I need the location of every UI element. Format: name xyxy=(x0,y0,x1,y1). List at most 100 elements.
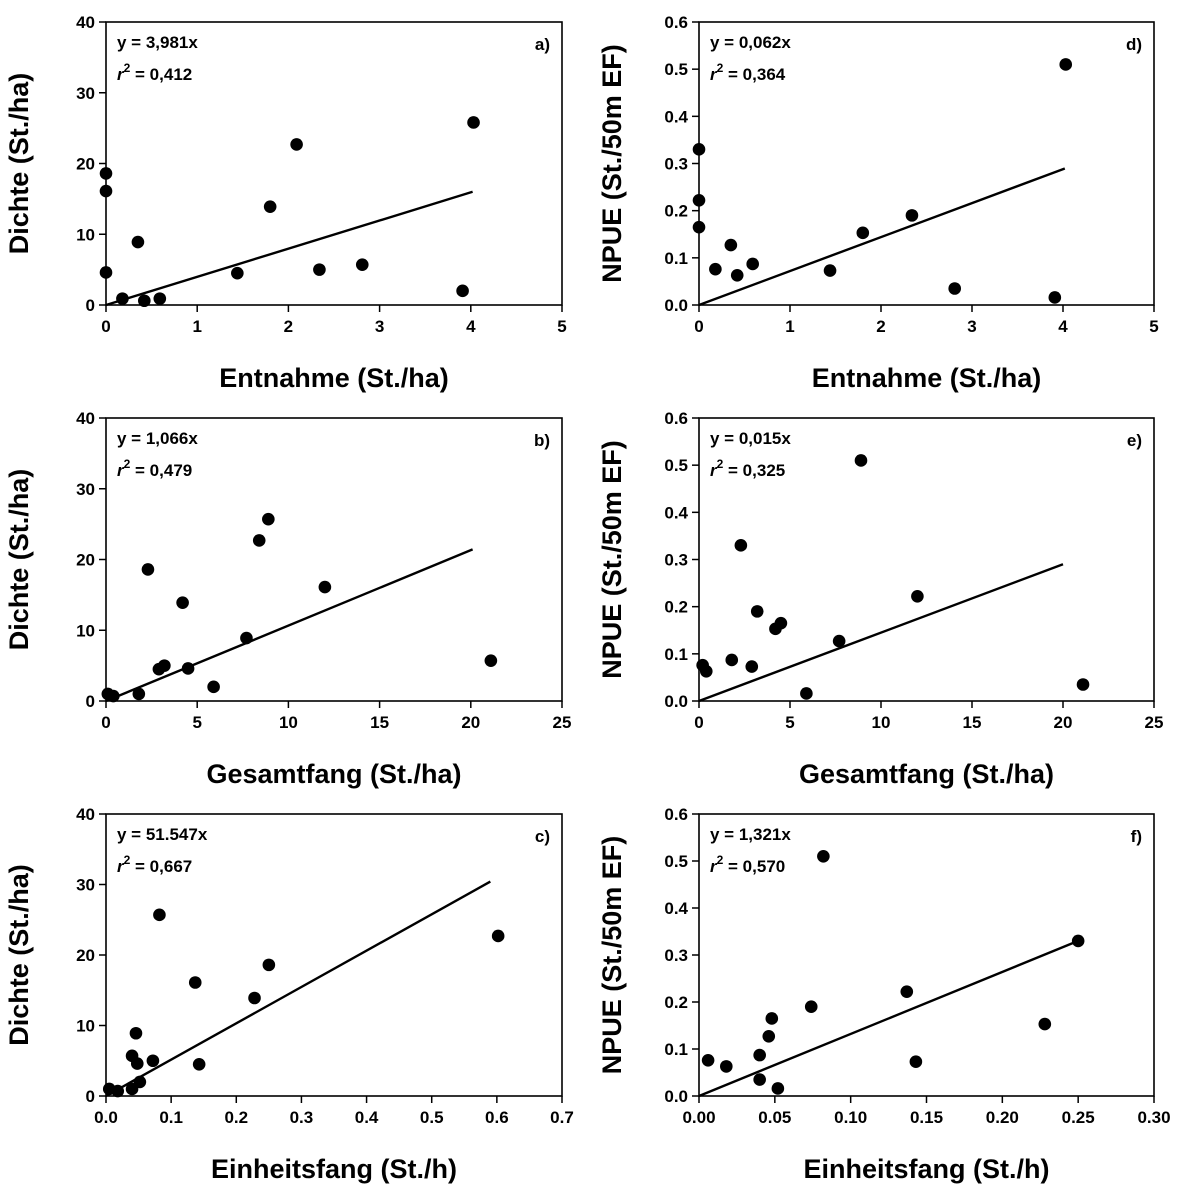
x-axis-title: Entnahme (St./ha) xyxy=(219,363,449,393)
data-point xyxy=(1048,291,1062,304)
data-point xyxy=(240,631,253,645)
data-point xyxy=(745,660,759,673)
data-point xyxy=(133,1075,147,1089)
y-tick-label: 0.0 xyxy=(664,296,688,315)
data-point xyxy=(699,664,713,678)
y-tick-label: 0.5 xyxy=(664,852,688,871)
x-axis-title: Gesamtfang (St./ha) xyxy=(206,759,461,789)
x-tick-label: 25 xyxy=(1145,713,1164,732)
data-point xyxy=(804,1000,818,1013)
data-point xyxy=(856,226,870,240)
data-point xyxy=(720,1060,733,1073)
data-point xyxy=(262,512,275,526)
y-tick-label: 30 xyxy=(76,876,95,895)
data-point xyxy=(746,257,759,271)
data-point xyxy=(1038,1017,1052,1031)
panel-label: f) xyxy=(1131,827,1142,846)
r-superscript: 2 xyxy=(717,457,724,471)
data-point xyxy=(131,235,145,249)
r-squared: r2 = 0,364 xyxy=(710,61,786,84)
data-point xyxy=(153,908,166,922)
r-symbol: r xyxy=(117,65,125,84)
y-tick-label: 0.0 xyxy=(664,1087,688,1106)
x-tick-label: 0.25 xyxy=(1062,1108,1095,1127)
data-point xyxy=(153,292,167,305)
chart-panel-e: 0 5 10 15 20 25 0.0 0.1 0.2 0.3 0.4 0.5 0.6 Gesamtfan… xyxy=(597,409,1163,789)
x-tick-label: 15 xyxy=(963,713,982,732)
data-point xyxy=(188,976,202,989)
x-tick-label: 5 xyxy=(1149,317,1158,336)
data-point xyxy=(909,1055,923,1068)
y-axis-title: Dichte (St./ha) xyxy=(4,864,34,1046)
regression-line xyxy=(105,548,474,703)
data-point xyxy=(207,680,220,694)
data-point xyxy=(765,1012,779,1025)
data-point xyxy=(290,138,303,151)
x-tick-label: 0.30 xyxy=(1137,1108,1170,1127)
data-point xyxy=(900,985,914,998)
data-point xyxy=(318,580,332,594)
x-tick-label: 0.0 xyxy=(94,1108,118,1127)
y-axis-title: Dichte (St./ha) xyxy=(4,73,34,255)
chart-panel-c: 0.0 0.1 0.2 0.3 0.4 0.5 0.6 0.7 0 10 20 30 40 Einheit… xyxy=(4,805,574,1184)
x-axis-title: Entnahme (St./ha) xyxy=(812,363,1042,393)
y-tick-label: 0 xyxy=(86,1087,95,1106)
regression-line xyxy=(105,880,491,1098)
data-point xyxy=(129,1026,143,1040)
y-tick-label: 20 xyxy=(76,551,95,570)
r-squared: r2 = 0,412 xyxy=(117,61,192,84)
data-point xyxy=(911,589,924,603)
data-point xyxy=(823,264,837,277)
data-point xyxy=(99,266,113,279)
data-point xyxy=(146,1054,160,1068)
data-point xyxy=(1076,678,1090,691)
x-tick-label: 0.3 xyxy=(290,1108,314,1127)
y-tick-label: 0.3 xyxy=(664,155,688,174)
data-point xyxy=(692,143,706,156)
data-point xyxy=(231,266,244,280)
data-point xyxy=(750,605,764,618)
data-point xyxy=(771,1082,785,1095)
data-point xyxy=(176,596,189,609)
r-symbol: r xyxy=(710,65,718,84)
r-squared: r2 = 0,325 xyxy=(710,457,785,480)
regression-equation: y = 0,062x xyxy=(710,33,791,52)
r-superscript: 2 xyxy=(124,61,131,75)
x-tick-label: 0.7 xyxy=(550,1108,574,1127)
chart-panel-b: 0 5 10 15 20 25 0 10 20 30 40 Gesamtfang (St./ha) Di… xyxy=(4,409,571,789)
data-point xyxy=(467,116,480,129)
y-tick-label: 0.5 xyxy=(664,60,688,79)
regression-equation: y = 51.547x xyxy=(117,825,208,844)
x-tick-label: 0.5 xyxy=(420,1108,444,1127)
data-point xyxy=(130,1057,144,1070)
r-superscript: 2 xyxy=(124,457,131,471)
data-point xyxy=(192,1057,206,1071)
data-point xyxy=(141,563,155,576)
y-tick-label: 0.3 xyxy=(664,946,688,965)
data-point xyxy=(854,454,868,467)
r-squared-value: = 0,570 xyxy=(723,857,785,876)
panel-label: b) xyxy=(534,431,550,450)
r-squared-value: = 0,364 xyxy=(723,65,785,84)
x-tick-label: 0 xyxy=(694,713,703,732)
y-tick-label: 20 xyxy=(76,155,95,174)
r-squared-value: = 0,667 xyxy=(130,857,192,876)
regression-line xyxy=(698,563,1064,703)
y-tick-label: 30 xyxy=(76,480,95,499)
data-point xyxy=(158,659,171,672)
r-squared: r2 = 0,667 xyxy=(117,853,192,876)
regression-equation: y = 3,981x xyxy=(117,33,198,52)
data-point xyxy=(817,850,830,863)
regression-equation: y = 1,321x xyxy=(710,825,791,844)
data-point xyxy=(132,687,146,701)
x-tick-label: 2 xyxy=(876,317,885,336)
regression-equation: y = 0,015x xyxy=(710,429,791,448)
data-point xyxy=(774,616,788,630)
x-tick-label: 2 xyxy=(284,317,293,336)
r-symbol: r xyxy=(117,857,125,876)
y-tick-label: 10 xyxy=(76,225,95,244)
chart-panel-f: 0.00 0.05 0.10 0.15 0.20 0.25 0.30 0.0 0.1 0.2 0.3… xyxy=(597,805,1171,1184)
y-tick-label: 0 xyxy=(86,296,95,315)
r-symbol: r xyxy=(117,461,125,480)
x-tick-label: 10 xyxy=(279,713,298,732)
